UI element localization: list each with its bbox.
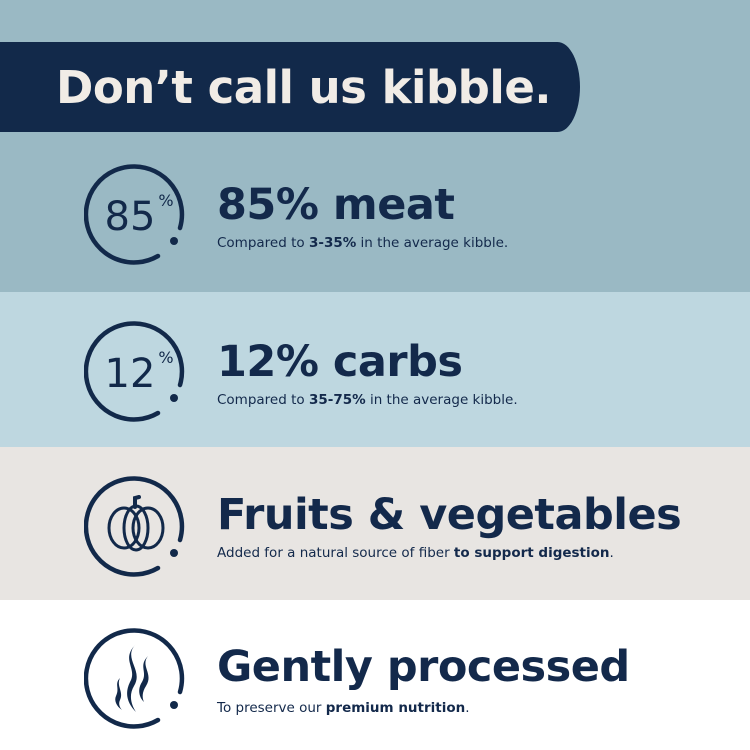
feature-title: Fruits & vegetables (217, 490, 682, 540)
steam-icon (84, 628, 185, 729)
svg-text:12: 12 (105, 351, 156, 397)
carbs-section (0, 292, 750, 447)
feature-subtitle: Compared to 35-75% in the average kibble… (217, 392, 518, 408)
feature-title: 85% meat (217, 180, 455, 230)
feature-title: 12% carbs (217, 337, 463, 387)
12-percent-dial-icon: 12 % (84, 321, 185, 422)
svg-text:%: % (158, 348, 173, 367)
headline: Don’t call us kibble. (56, 60, 551, 114)
feature-fruits: Fruits & vegetables Added for a natural … (0, 452, 750, 602)
feature-carbs: 12 % 12% carbs Compared to 35-75% in the… (0, 297, 750, 447)
headline-banner: Don’t call us kibble. (0, 42, 580, 132)
85-percent-dial-icon: 85 % (84, 164, 185, 265)
feature-processed: Gently processed To preserve our premium… (0, 600, 750, 750)
svg-text:%: % (158, 191, 173, 210)
feature-subtitle: To preserve our premium nutrition. (217, 700, 470, 716)
feature-subtitle: Compared to 3-35% in the average kibble. (217, 235, 509, 251)
pumpkin-icon (84, 476, 185, 577)
feature-title: Gently processed (217, 642, 630, 692)
feature-meat: 85 % 85% meat Compared to 3-35% in the a… (0, 140, 750, 290)
feature-subtitle: Added for a natural source of fiber to s… (217, 545, 614, 561)
svg-text:85: 85 (105, 194, 156, 240)
